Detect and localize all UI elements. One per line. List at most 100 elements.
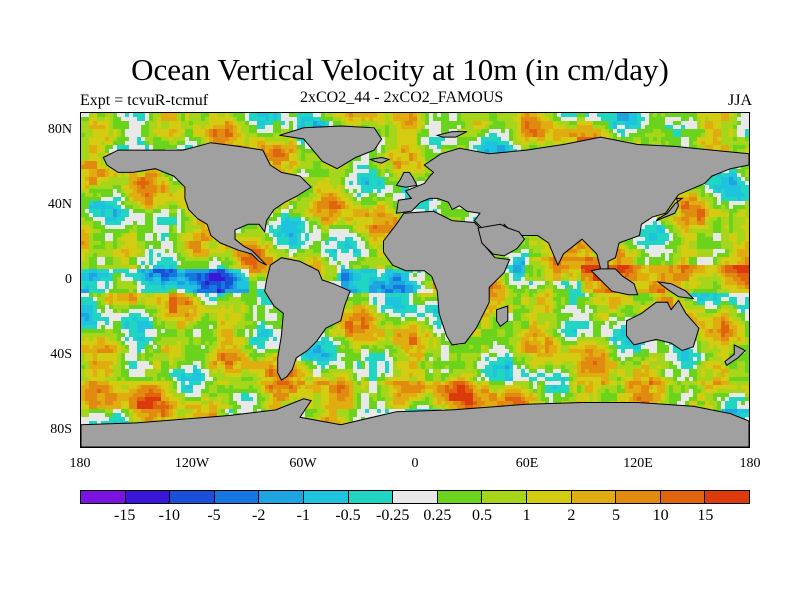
ocean-cell [313, 217, 317, 221]
ocean-cell [417, 169, 421, 173]
ocean-cell [357, 197, 361, 201]
ocean-cell [93, 141, 97, 145]
ocean-cell [165, 129, 169, 133]
ocean-cell [97, 149, 101, 153]
ocean-cell [473, 117, 477, 121]
ocean-cell [713, 141, 717, 145]
ocean-cell [225, 125, 229, 129]
ocean-cell [565, 133, 569, 137]
ocean-cell [645, 225, 649, 229]
ocean-cell [517, 121, 521, 125]
ocean-cell [389, 181, 393, 185]
ocean-cell [161, 125, 165, 129]
ocean-cell [373, 125, 377, 129]
ocean-cell [613, 129, 617, 133]
ocean-cell [741, 189, 745, 193]
ocean-cell [461, 125, 465, 129]
ocean-cell [105, 225, 109, 229]
ocean-cell [101, 209, 105, 213]
ocean-cell [221, 141, 225, 145]
ocean-cell [109, 181, 113, 185]
ocean-cell [657, 113, 661, 117]
ocean-cell [289, 141, 293, 145]
ocean-cell [737, 125, 741, 129]
ocean-cell [81, 193, 85, 197]
ocean-cell [197, 225, 201, 229]
ocean-cell [529, 145, 533, 149]
ocean-cell [141, 225, 145, 229]
ocean-cell [493, 137, 497, 141]
ocean-cell [317, 121, 321, 125]
ocean-cell [673, 217, 677, 221]
ocean-cell [181, 137, 185, 141]
ocean-cell [677, 113, 681, 117]
ocean-cell [97, 169, 101, 173]
ocean-cell [161, 129, 165, 133]
ocean-cell [153, 117, 157, 121]
ocean-cell [349, 165, 353, 169]
ocean-cell [297, 221, 301, 225]
ocean-cell [641, 229, 645, 233]
ocean-cell [329, 173, 333, 177]
ocean-cell [697, 137, 701, 141]
ocean-cell [313, 197, 317, 201]
ocean-cell [321, 169, 325, 173]
ocean-cell [389, 201, 393, 205]
ocean-cell [721, 193, 725, 197]
ocean-cell [93, 129, 97, 133]
ocean-cell [713, 133, 717, 137]
ocean-cell [233, 117, 237, 121]
ocean-cell [285, 141, 289, 145]
ocean-cell [333, 189, 337, 193]
ocean-cell [721, 113, 725, 117]
ocean-cell [493, 117, 497, 121]
ocean-cell [613, 121, 617, 125]
ocean-cell [501, 141, 505, 145]
ocean-cell [441, 117, 445, 121]
ocean-cell [397, 177, 401, 181]
ocean-cell [81, 209, 85, 213]
ocean-cell [593, 113, 597, 117]
ocean-cell [141, 125, 145, 129]
ocean-cell [93, 133, 97, 137]
ocean-cell [177, 229, 181, 233]
ocean-cell [129, 181, 133, 185]
ocean-cell [301, 149, 305, 153]
ocean-cell [433, 153, 437, 157]
ocean-cell [345, 197, 349, 201]
ocean-cell [129, 121, 133, 125]
ocean-cell [105, 145, 109, 149]
ocean-cell [433, 197, 437, 201]
ocean-cell [93, 181, 97, 185]
ocean-cell [125, 173, 129, 177]
ocean-cell [681, 225, 685, 229]
ocean-cell [113, 149, 117, 153]
ocean-cell [745, 177, 749, 181]
ocean-cell [741, 213, 745, 217]
ocean-cell [241, 113, 245, 117]
ocean-cell [693, 213, 697, 217]
ocean-cell [397, 217, 401, 221]
ocean-cell [741, 141, 745, 145]
ocean-cell [89, 137, 93, 141]
ocean-cell [661, 225, 665, 229]
ocean-cell [689, 133, 693, 137]
ocean-cell [737, 173, 741, 177]
ocean-cell [697, 117, 701, 121]
ocean-cell [461, 129, 465, 133]
ocean-cell [173, 185, 177, 189]
ocean-cell [189, 221, 193, 225]
ocean-cell [297, 201, 301, 205]
ocean-cell [85, 193, 89, 197]
ocean-cell [277, 209, 281, 213]
ocean-cell [161, 189, 165, 193]
ocean-cell [157, 173, 161, 177]
ocean-cell [489, 113, 493, 117]
ocean-cell [81, 145, 85, 149]
ocean-cell [629, 125, 633, 129]
ocean-cell [149, 205, 153, 209]
ocean-cell [117, 117, 121, 121]
ocean-cell [585, 117, 589, 121]
ocean-cell [189, 113, 193, 117]
ocean-cell [85, 177, 89, 181]
